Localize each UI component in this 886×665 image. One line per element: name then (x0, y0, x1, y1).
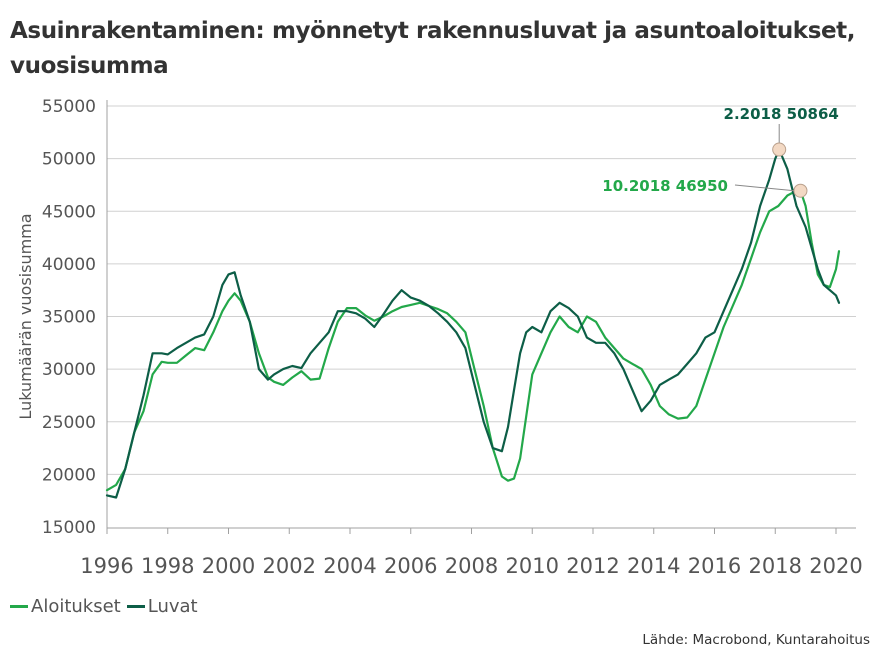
x-tick-label-2002: 2002 (263, 554, 316, 578)
y-tick-label-35000: 35000 (42, 308, 96, 328)
source-note: Lähde: Macrobond, Kuntarahoitus (642, 632, 870, 648)
annotations: 2.2018 50864 10.2018 46950 (602, 105, 839, 198)
x-tick-label-2004: 2004 (323, 554, 376, 578)
y-tick-label-30000: 30000 (42, 360, 96, 380)
y-tick-label-50000: 50000 (42, 150, 96, 170)
series-line-luvat (105, 148, 841, 499)
x-tick-label-2006: 2006 (384, 554, 437, 578)
annotation-label-luvat-peak: 2.2018 50864 (724, 105, 839, 123)
series-lines (105, 148, 841, 499)
legend-item-luvat: Luvat (126, 596, 198, 617)
legend-label-aloitukset: Aloitukset (31, 596, 121, 617)
chart-title: Asuinrakentaminen: myönnetyt rakennusluv… (10, 18, 856, 79)
x-tick-label-2016: 2016 (688, 554, 741, 578)
y-tick-label-40000: 40000 (42, 255, 96, 275)
x-tick-label-2010: 2010 (506, 554, 559, 578)
legend-item-aloitukset: Aloitukset (10, 596, 121, 617)
x-tick-label-2014: 2014 (627, 554, 680, 578)
x-tick-label-1996: 1996 (80, 554, 133, 578)
x-tick-label-1998: 1998 (141, 554, 194, 578)
gridlines (107, 105, 856, 475)
annotation-label-aloitukset-peak: 10.2018 46950 (602, 177, 728, 195)
legend-swatch-luvat (126, 605, 145, 608)
annotation-marker-luvat-peak (772, 142, 787, 157)
series-line-aloitukset (105, 189, 841, 492)
legend-swatch-aloitukset (10, 605, 28, 608)
y-tick-label-25000: 25000 (42, 413, 96, 433)
x-tick-label-2008: 2008 (445, 554, 498, 578)
legend-label-luvat: Luvat (147, 596, 198, 617)
y-tick-label-45000: 45000 (42, 202, 96, 222)
x-tick-label-2020: 2020 (809, 554, 862, 578)
x-tick-label-2000: 2000 (202, 554, 255, 578)
y-axis-title: Lukumäärän vuosisumma (16, 213, 35, 419)
legend: Aloitukset Luvat (10, 596, 204, 617)
x-tick-label-2018: 2018 (749, 554, 802, 578)
annotation-leader-aloitukset-peak (734, 184, 795, 192)
annotation-marker-aloitukset-peak (793, 183, 808, 198)
y-tick-label-15000: 15000 (42, 518, 96, 538)
y-tick-label-20000: 20000 (42, 465, 96, 485)
y-tick-label-55000: 55000 (42, 97, 96, 117)
x-tick-label-2012: 2012 (566, 554, 619, 578)
axes: 15000 20000 25000 30000 35000 40000 45000 50000… (16, 97, 863, 578)
